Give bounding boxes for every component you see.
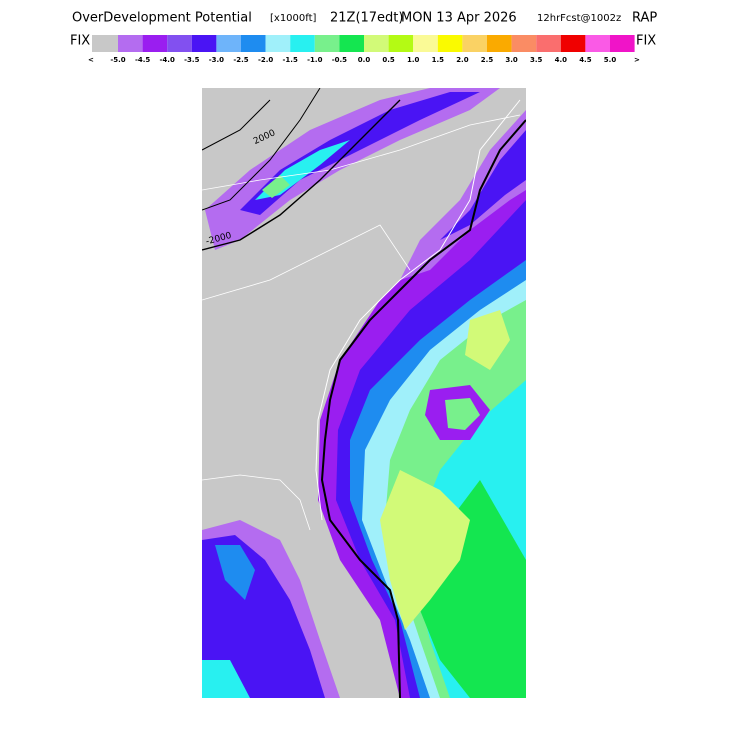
colorbar-label: -3.0	[209, 56, 224, 64]
colorbar-label: 5.0	[604, 56, 617, 64]
color-swatch	[339, 35, 364, 52]
title-model: RAP	[632, 11, 657, 26]
color-swatch	[487, 35, 512, 52]
title-valid: 21Z(17edt)	[330, 11, 403, 26]
colorbar-label: -1.5	[283, 56, 298, 64]
colorbar-label: 2.0	[456, 56, 469, 64]
title-name: OverDevelopment Potential	[72, 11, 252, 26]
colorbar-label: 3.5	[530, 56, 543, 64]
colorbar-label: -5.0	[110, 56, 125, 64]
colorbar-label: -1.0	[307, 56, 322, 64]
colorbar: -5.0 -4.5 -4.0 -3.5 -3.0 -2.5 -2.0 -1.5 -1.0 -0.5…	[92, 35, 635, 64]
color-swatch	[216, 35, 241, 52]
color-swatch	[118, 35, 143, 52]
color-swatch	[560, 35, 586, 52]
color-swatch	[536, 35, 561, 52]
color-swatch	[241, 35, 266, 52]
title-date: MON 13 Apr 2026	[401, 11, 517, 26]
fix-right[interactable]: FIX	[636, 34, 656, 49]
colorbar-label: 3.0	[505, 56, 518, 64]
colorbar-label: -4.0	[160, 56, 175, 64]
colorbar-label: 0.5	[382, 56, 395, 64]
color-swatch	[585, 35, 610, 52]
title-units: [x1000ft]	[270, 13, 317, 24]
colorbar-label: -2.5	[233, 56, 248, 64]
color-swatch	[437, 35, 463, 52]
color-swatch	[167, 35, 192, 52]
color-swatch	[462, 35, 487, 52]
colorbar-label: 1.0	[407, 56, 420, 64]
color-swatch	[314, 35, 340, 52]
colorbar-label: 1.5	[432, 56, 445, 64]
colorbar-label: -0.5	[332, 56, 347, 64]
colorbar-label: 0.0	[358, 56, 371, 64]
color-swatch	[388, 35, 414, 52]
color-swatch	[290, 35, 315, 52]
fix-left[interactable]: FIX	[70, 34, 90, 49]
colorbar-label: -3.5	[184, 56, 199, 64]
colorbar-label: -4.5	[135, 56, 150, 64]
color-swatch	[413, 35, 438, 52]
color-swatch	[265, 35, 291, 52]
map: -2000 2000	[202, 88, 526, 698]
color-swatch	[610, 35, 635, 52]
color-swatch	[364, 35, 389, 52]
title-forecast: 12hrFcst@1002z	[537, 13, 621, 24]
color-swatch	[511, 35, 537, 52]
color-swatch	[142, 35, 168, 52]
colorbar-label: 4.5	[579, 56, 592, 64]
color-swatch	[92, 35, 118, 52]
color-swatch	[191, 35, 217, 52]
colorbar-label: 2.5	[481, 56, 494, 64]
next-arrow[interactable]: >	[634, 56, 640, 64]
colorbar-label: -2.0	[258, 56, 273, 64]
prev-arrow[interactable]: <	[88, 56, 94, 64]
colorbar-label: 4.0	[555, 56, 568, 64]
